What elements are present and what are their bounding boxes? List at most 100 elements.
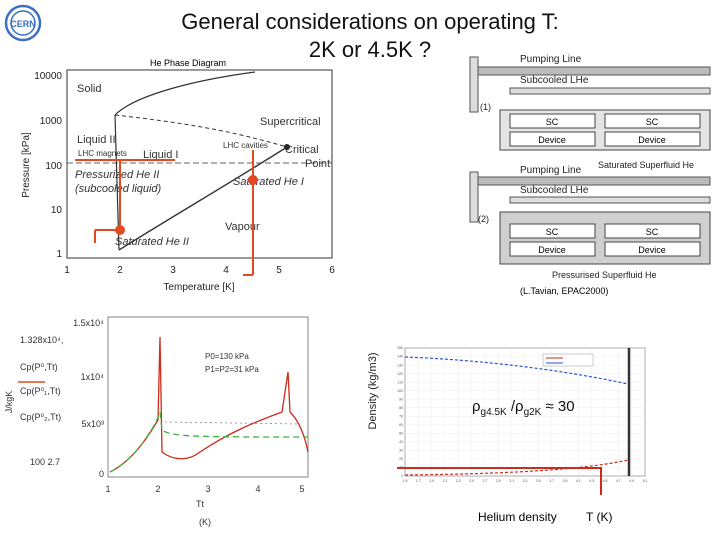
phase-diagram: 10000 1000 100 10 1 1 2 3 4 5 6 Temperat… (21, 69, 335, 293)
sc-label-2b: SC (646, 227, 659, 237)
phase-ytick: 10 (51, 205, 63, 216)
label-1: (1) (480, 102, 491, 112)
density-ytick: 110 (397, 380, 403, 384)
formula-approx: ≈ 30 (541, 398, 575, 415)
density-ytick: 30 (399, 449, 403, 453)
temperature-caption: T (K) (586, 510, 613, 524)
sc-box-2b (604, 223, 701, 239)
density-xtick: 3.3 (523, 479, 528, 483)
sc-box-1a (509, 113, 596, 129)
sc-label-1b: SC (646, 117, 659, 127)
cp-annotation-p1: P1=P2=31 kPa (205, 365, 259, 374)
device-box-2b (604, 241, 701, 257)
density-xtick: 2.1 (443, 479, 448, 483)
density-caption: Helium density (478, 510, 557, 524)
cp-dotted-curve (164, 421, 301, 425)
cp-green-curve (109, 411, 309, 473)
density-xtick: 3.9 (563, 479, 568, 483)
density-xtick: 2.9 (496, 479, 501, 483)
density-ytick: 100 (397, 389, 403, 393)
phase-xtick: 4 (223, 265, 229, 276)
cp-left-label: Cp(P⁰₁,Tt) (20, 386, 61, 396)
phase-diagram-caption: He Phase Diagram (150, 58, 227, 68)
label-saturated-he1: Saturated He I (233, 176, 304, 188)
density-xtick: 3.1 (509, 479, 514, 483)
device-label-1b: Device (638, 135, 666, 145)
density-yticks: 1501401301201101009080706050403020100 (397, 346, 403, 478)
riser-2 (469, 171, 479, 223)
sc-box-2a (509, 223, 596, 239)
density-ytick: 150 (397, 346, 403, 350)
sc-label-2a: SC (546, 227, 559, 237)
density-xtick: 1.9 (429, 479, 434, 483)
label-saturated-he2: Saturated He II (115, 236, 189, 248)
rho-symbol-1: ρ (472, 398, 481, 415)
label-supercritical: Supercritical (260, 116, 321, 128)
phase-ytick: 1 (56, 249, 62, 260)
device-box-1b (604, 131, 701, 147)
melting-curve (114, 71, 256, 116)
device-label-2a: Device (538, 245, 566, 255)
device-box-2a (509, 241, 596, 257)
cp-xtick: 1 (105, 484, 110, 494)
density-xtick: 4.3 (589, 479, 594, 483)
saturation-curve (118, 146, 288, 251)
phase-ytick: 100 (45, 161, 62, 172)
density-ytick: 40 (399, 440, 403, 444)
density-ytick: 0 (401, 474, 403, 478)
cryostat-schematic: Pumping Line Subcooled LHe (1) SC Device… (469, 54, 711, 280)
phase-ylabel: Pressure [kPa] (21, 132, 32, 198)
cp-xtick: 5 (299, 484, 304, 494)
density-xtick: 2.7 (483, 479, 488, 483)
phase-ytick: 1000 (40, 116, 63, 127)
critical-point-marker (284, 144, 290, 150)
density-ytick: 90 (399, 397, 403, 401)
density-ytick: 130 (397, 363, 403, 367)
title-line2: 2K or 4.5K ? (308, 37, 432, 62)
subcooled-line-2 (509, 196, 711, 204)
phase-ytick: 10000 (34, 71, 62, 82)
density-xtick: 2.3 (456, 479, 461, 483)
cavities-point (248, 175, 258, 185)
density-ratio-formula: ρg4.5K /ρg2K ≈ 30 (472, 398, 575, 418)
density-highlight-vline (600, 467, 602, 495)
subcooled-label-1: Subcooled LHe (520, 75, 589, 86)
rho-subscript-45: g4.5K (480, 407, 507, 418)
density-xtick: 2.5 (469, 479, 474, 483)
cern-logo-text: CERN (10, 19, 36, 29)
device-box-1a (509, 131, 596, 147)
cp-ytick: 5x10³ (81, 419, 104, 429)
sc-box-1b (604, 113, 701, 129)
phase-xtick: 1 (64, 265, 70, 276)
density-xtick: 3.5 (536, 479, 541, 483)
cp-left-label: Cp(P⁰,Tt) (20, 362, 58, 372)
density-plot: 1501401301201101009080706050403020100 1.… (397, 346, 648, 483)
cp-ytick: 1.5x10⁴ (73, 318, 104, 328)
cp-annotation-p0: P0=130 kPa (205, 352, 249, 361)
density-xtick: 5.1 (643, 479, 648, 483)
label-vapour: Vapour (225, 221, 260, 233)
pumping-line-label-2: Pumping Line (520, 165, 582, 176)
credit-label: (L.Tavian, EPAC2000) (520, 286, 609, 296)
saturated-superfluid-label: Saturated Superfluid He (598, 160, 694, 170)
pressurised-superfluid-label: Pressurised Superfluid He (552, 270, 657, 280)
density-xtick: 1.5 (403, 479, 408, 483)
page-title: General considerations on operating T: 2… (120, 8, 620, 64)
cern-logo-icon: CERN (4, 4, 42, 42)
riser-1 (469, 56, 479, 113)
cp-ytick: 0 (99, 469, 104, 479)
cp-ylabel: J/kgK (4, 391, 14, 414)
cp-ytick: 1x10⁴ (81, 372, 105, 382)
phase-xtick: 3 (170, 265, 176, 276)
cp-plot-frame (107, 316, 309, 478)
density-ytick: 120 (397, 372, 403, 376)
density-ytick: 140 (397, 355, 403, 359)
magnets-point (115, 225, 125, 235)
density-ytick: 60 (399, 423, 403, 427)
density-vapour-curve (404, 459, 629, 476)
phase-xtick: 5 (276, 265, 282, 276)
cp-xunit: (K) (199, 517, 211, 527)
density-xtick: 4.5 (603, 479, 608, 483)
cp-xtick: 3 (205, 484, 210, 494)
rho-subscript-2: g2K (523, 407, 542, 418)
